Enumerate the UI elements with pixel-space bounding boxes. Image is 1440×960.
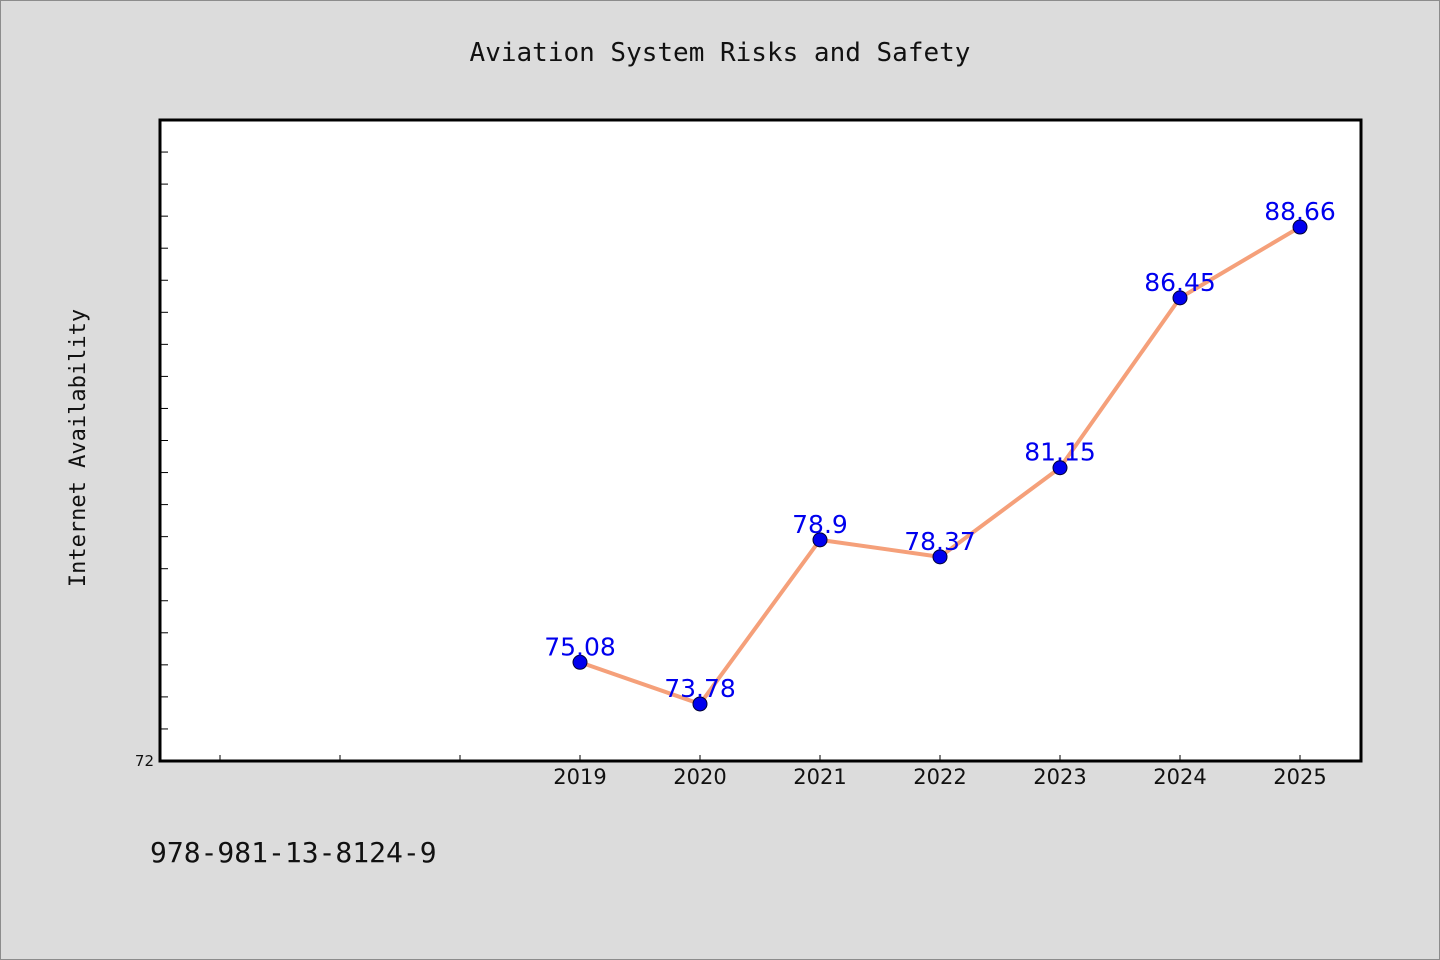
x-tick-label: 2021 xyxy=(793,765,846,789)
data-label: 81.15 xyxy=(1024,438,1096,467)
x-tick-label: 2022 xyxy=(913,765,966,789)
data-label: 75.08 xyxy=(544,632,616,661)
chart-title: Aviation System Risks and Safety xyxy=(470,38,971,68)
y-tick-label: 72 xyxy=(135,752,154,770)
data-point xyxy=(1172,290,1188,306)
isbn-footer: 978-981-13-8124-9 xyxy=(150,836,437,869)
x-tick-label: 2023 xyxy=(1033,765,1086,789)
data-label: 78.37 xyxy=(904,527,976,556)
x-tick-label: 2019 xyxy=(553,765,606,789)
data-label: 78.9 xyxy=(792,510,848,539)
x-tick-label: 2024 xyxy=(1153,765,1206,789)
x-tick-label: 2020 xyxy=(673,765,726,789)
data-point xyxy=(1292,219,1308,235)
x-tick-label: 2025 xyxy=(1273,765,1326,789)
data-point xyxy=(1052,460,1068,476)
data-label: 73.78 xyxy=(664,674,736,703)
data-point xyxy=(812,532,828,548)
data-point xyxy=(692,696,708,712)
data-label: 88.66 xyxy=(1264,197,1336,226)
data-point xyxy=(932,549,948,565)
y-axis-label: Internet Availability xyxy=(66,309,91,587)
data-label: 86.45 xyxy=(1144,268,1216,297)
chart-marks: 72 2019 2020 2021 2022 2023 2024 2025 75.08 73.78… xyxy=(135,151,1336,789)
plot-area xyxy=(158,118,1363,763)
data-point xyxy=(572,654,588,670)
